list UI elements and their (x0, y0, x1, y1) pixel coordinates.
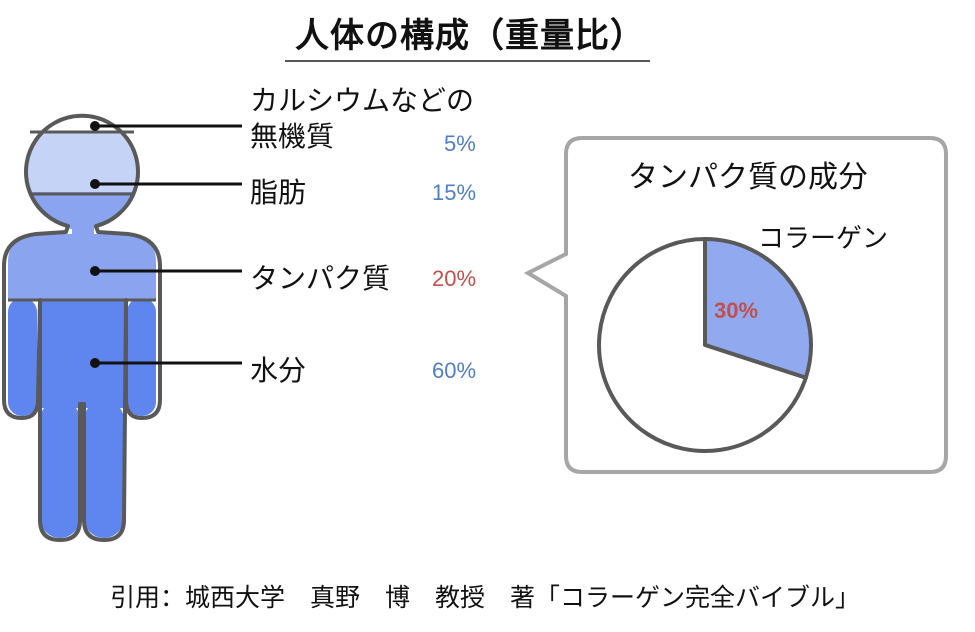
percent-inorganic: 5% (444, 131, 476, 156)
callout-title: タンパク質の成分 (628, 160, 868, 195)
leader-dots (90, 121, 100, 368)
collagen-percent: 30% (714, 298, 759, 323)
pie-slice-collagen (703, 237, 813, 380)
protein-region (8, 192, 156, 300)
label-protein: タンパク質 (250, 262, 391, 295)
label-inorganic-line2: 無機質 (250, 120, 335, 153)
inorganic-region (8, 118, 156, 132)
title-underline (285, 60, 650, 62)
label-inorganic-line1: カルシウムなどの (250, 84, 475, 117)
percent-water: 60% (432, 358, 477, 383)
label-fat: 脂肪 (250, 176, 307, 209)
pie-slice-other (597, 237, 808, 453)
source-citation: 引用：城西大学 真野 博 教授 著「コラーゲン完全バイブル」 (110, 583, 861, 612)
label-water: 水分 (250, 354, 307, 387)
percent-fat: 15% (432, 180, 477, 205)
leader-lines (95, 124, 242, 365)
body-outline (2, 113, 162, 542)
pie-chart (597, 237, 813, 453)
percent-protein: 20% (432, 266, 477, 291)
collagen-label: コラーゲン (758, 224, 889, 254)
page-title: 人体の構成（重量比） (295, 16, 645, 56)
